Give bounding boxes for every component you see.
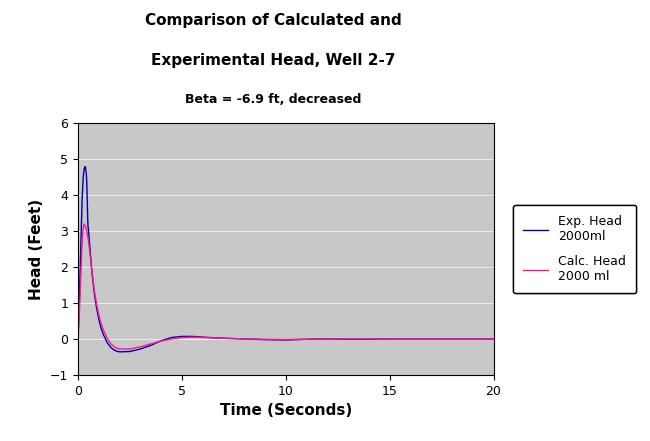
Calc. Head
2000 ml (75, 318, 83, 324)
Y-axis label: Head (Feet): Head (Feet) (29, 198, 44, 300)
Calc. Head
2000 ml (282, 337, 290, 342)
Text: Experimental Head, Well 2-7: Experimental Head, Well 2-7 (151, 53, 395, 68)
Calc. Head
2000 ml (93, 302, 101, 307)
Line: Calc. Head
2000 ml: Calc. Head 2000 ml (78, 224, 493, 349)
Calc. Head
2000 ml (489, 336, 497, 342)
Calc. Head
2000 ml (83, 232, 91, 237)
Exp. Head
2000ml (489, 336, 497, 342)
Calc. Head
2000 ml (79, 225, 87, 230)
Calc. Head
2000 ml (88, 273, 96, 279)
Calc. Head
2000 ml (112, 345, 120, 350)
Calc. Head
2000 ml (313, 336, 321, 342)
Calc. Head
2000 ml (83, 227, 90, 232)
Calc. Head
2000 ml (448, 336, 456, 342)
Calc. Head
2000 ml (385, 336, 393, 342)
Calc. Head
2000 ml (261, 336, 269, 342)
Calc. Head
2000 ml (303, 336, 311, 342)
Calc. Head
2000 ml (84, 238, 92, 243)
Calc. Head
2000 ml (469, 336, 476, 342)
Calc. Head
2000 ml (81, 221, 88, 227)
Calc. Head
2000 ml (147, 341, 155, 347)
Exp. Head
2000ml (282, 337, 290, 343)
Calc. Head
2000 ml (88, 265, 96, 270)
Legend: Exp. Head
2000ml, Calc. Head
2000 ml: Exp. Head 2000ml, Calc. Head 2000 ml (514, 205, 636, 293)
Calc. Head
2000 ml (406, 336, 414, 342)
Exp. Head
2000ml (116, 349, 124, 355)
Calc. Head
2000 ml (77, 265, 85, 270)
Calc. Head
2000 ml (324, 336, 332, 342)
Calc. Head
2000 ml (107, 342, 115, 347)
Calc. Head
2000 ml (220, 336, 228, 341)
Exp. Head
2000ml (220, 336, 228, 341)
Calc. Head
2000 ml (86, 247, 94, 252)
Calc. Head
2000 ml (136, 344, 144, 349)
Calc. Head
2000 ml (76, 293, 84, 299)
X-axis label: Time (Seconds): Time (Seconds) (220, 403, 352, 418)
Text: Beta = -6.9 ft, decreased: Beta = -6.9 ft, decreased (185, 93, 361, 105)
Calc. Head
2000 ml (427, 336, 435, 342)
Line: Exp. Head
2000ml: Exp. Head 2000ml (78, 167, 493, 352)
Calc. Head
2000 ml (344, 336, 352, 342)
Calc. Head
2000 ml (240, 336, 248, 342)
Calc. Head
2000 ml (116, 346, 124, 351)
Calc. Head
2000 ml (365, 336, 372, 342)
Exp. Head
2000ml (84, 223, 92, 228)
Text: Comparison of Calculated and: Comparison of Calculated and (144, 13, 402, 28)
Exp. Head
2000ml (74, 336, 82, 342)
Calc. Head
2000 ml (99, 326, 107, 332)
Calc. Head
2000 ml (86, 255, 94, 261)
Calc. Head
2000 ml (74, 336, 82, 342)
Calc. Head
2000 ml (157, 338, 165, 344)
Calc. Head
2000 ml (81, 223, 89, 228)
Calc. Head
2000 ml (97, 320, 105, 325)
Calc. Head
2000 ml (91, 290, 99, 295)
Calc. Head
2000 ml (292, 336, 300, 342)
Exp. Head
2000ml (469, 336, 476, 342)
Calc. Head
2000 ml (103, 336, 111, 341)
Exp. Head
2000ml (81, 164, 89, 169)
Calc. Head
2000 ml (126, 346, 134, 351)
Calc. Head
2000 ml (168, 336, 176, 342)
Calc. Head
2000 ml (178, 335, 186, 340)
Calc. Head
2000 ml (199, 335, 207, 340)
Calc. Head
2000 ml (95, 312, 103, 317)
Calc. Head
2000 ml (188, 334, 196, 340)
Exp. Head
2000ml (88, 265, 96, 270)
Exp. Head
2000ml (88, 275, 96, 280)
Calc. Head
2000 ml (78, 239, 86, 245)
